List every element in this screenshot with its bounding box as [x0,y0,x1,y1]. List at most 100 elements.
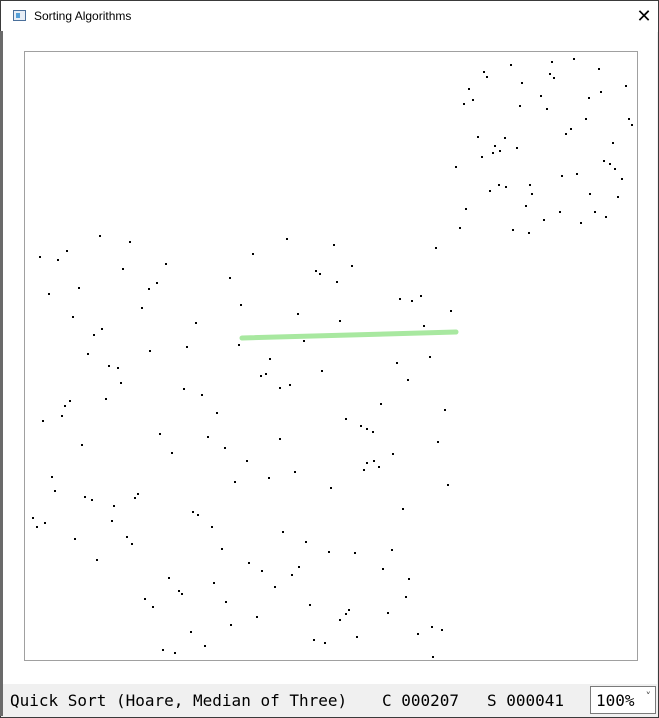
data-point [131,543,133,545]
data-point [190,631,192,633]
data-point [483,71,485,73]
data-point [268,477,270,479]
data-point [360,425,362,427]
data-point [294,471,296,473]
data-point [423,325,425,327]
data-point [463,103,465,105]
data-point [229,277,231,279]
data-point [230,624,232,626]
data-point [211,526,213,528]
data-point [162,649,164,651]
data-point [286,238,288,240]
data-point [489,190,491,192]
data-point [93,334,95,336]
data-point [417,633,419,635]
data-point [256,616,258,618]
algorithm-label: Quick Sort (Hoare, Median of Three) [10,691,348,710]
data-point [617,196,619,198]
data-point [108,365,110,367]
data-point [186,346,188,348]
scatter-plot [32,58,633,658]
data-point [328,551,330,553]
data-point [435,247,437,249]
data-point [129,241,131,243]
data-point [126,536,128,538]
data-point [499,150,501,152]
data-point [447,484,449,486]
data-point [261,570,263,572]
data-point [576,173,578,175]
data-point [66,250,68,252]
data-point [192,511,194,513]
data-point [405,596,407,598]
data-point [213,582,215,584]
data-point [529,184,531,186]
data-point [291,574,293,576]
data-point [573,58,575,60]
data-point [351,265,353,267]
data-point [207,436,209,438]
data-point [408,578,410,580]
data-point [492,152,494,154]
data-point [605,216,607,218]
data-point [387,612,389,614]
data-point [321,370,323,372]
data-point [465,208,467,210]
data-point [252,253,254,255]
data-point [486,76,488,78]
data-point [553,77,555,79]
data-point [373,460,375,462]
data-point [297,313,299,315]
data-point [248,562,250,564]
data-point [585,118,587,120]
data-point [540,95,542,97]
data-point [178,590,180,592]
close-button[interactable]: ✕ [636,6,652,27]
data-point [598,68,600,70]
data-point [51,476,53,478]
data-point [525,205,527,207]
data-point [621,178,623,180]
data-point [345,613,347,615]
zoom-value: 100% [596,691,635,710]
data-point [588,97,590,99]
data-point [565,133,567,135]
data-point [274,586,276,588]
data-point [260,375,262,377]
data-point [580,222,582,224]
status-bar: Quick Sort (Hoare, Median of Three) C 00… [0,684,657,716]
data-point [42,420,44,422]
data-point [551,61,553,63]
data-point [391,549,393,551]
data-point [600,91,602,93]
data-point [396,362,398,364]
data-point [117,367,119,369]
data-point [174,652,176,654]
data-point [84,496,86,498]
data-point [105,398,107,400]
data-point [531,193,533,195]
data-point [336,281,338,283]
data-point [348,609,350,611]
data-point [589,193,591,195]
data-point [319,273,321,275]
data-point [225,601,227,603]
data-point [339,619,341,621]
data-point [444,409,446,411]
data-point [521,82,523,84]
data-point [72,316,74,318]
data-point [149,350,151,352]
data-point [498,184,500,186]
data-point [345,418,347,420]
title-bar[interactable]: Sorting Algorithms ✕ [1,1,658,32]
data-point [481,156,483,158]
data-point [204,645,206,647]
data-point [528,232,530,234]
data-point [631,124,633,126]
data-point [543,219,545,221]
data-point [54,490,56,492]
zoom-select[interactable]: 100% ˅ [590,686,656,714]
data-point [171,452,173,454]
data-point [459,227,461,229]
data-point [411,300,413,302]
